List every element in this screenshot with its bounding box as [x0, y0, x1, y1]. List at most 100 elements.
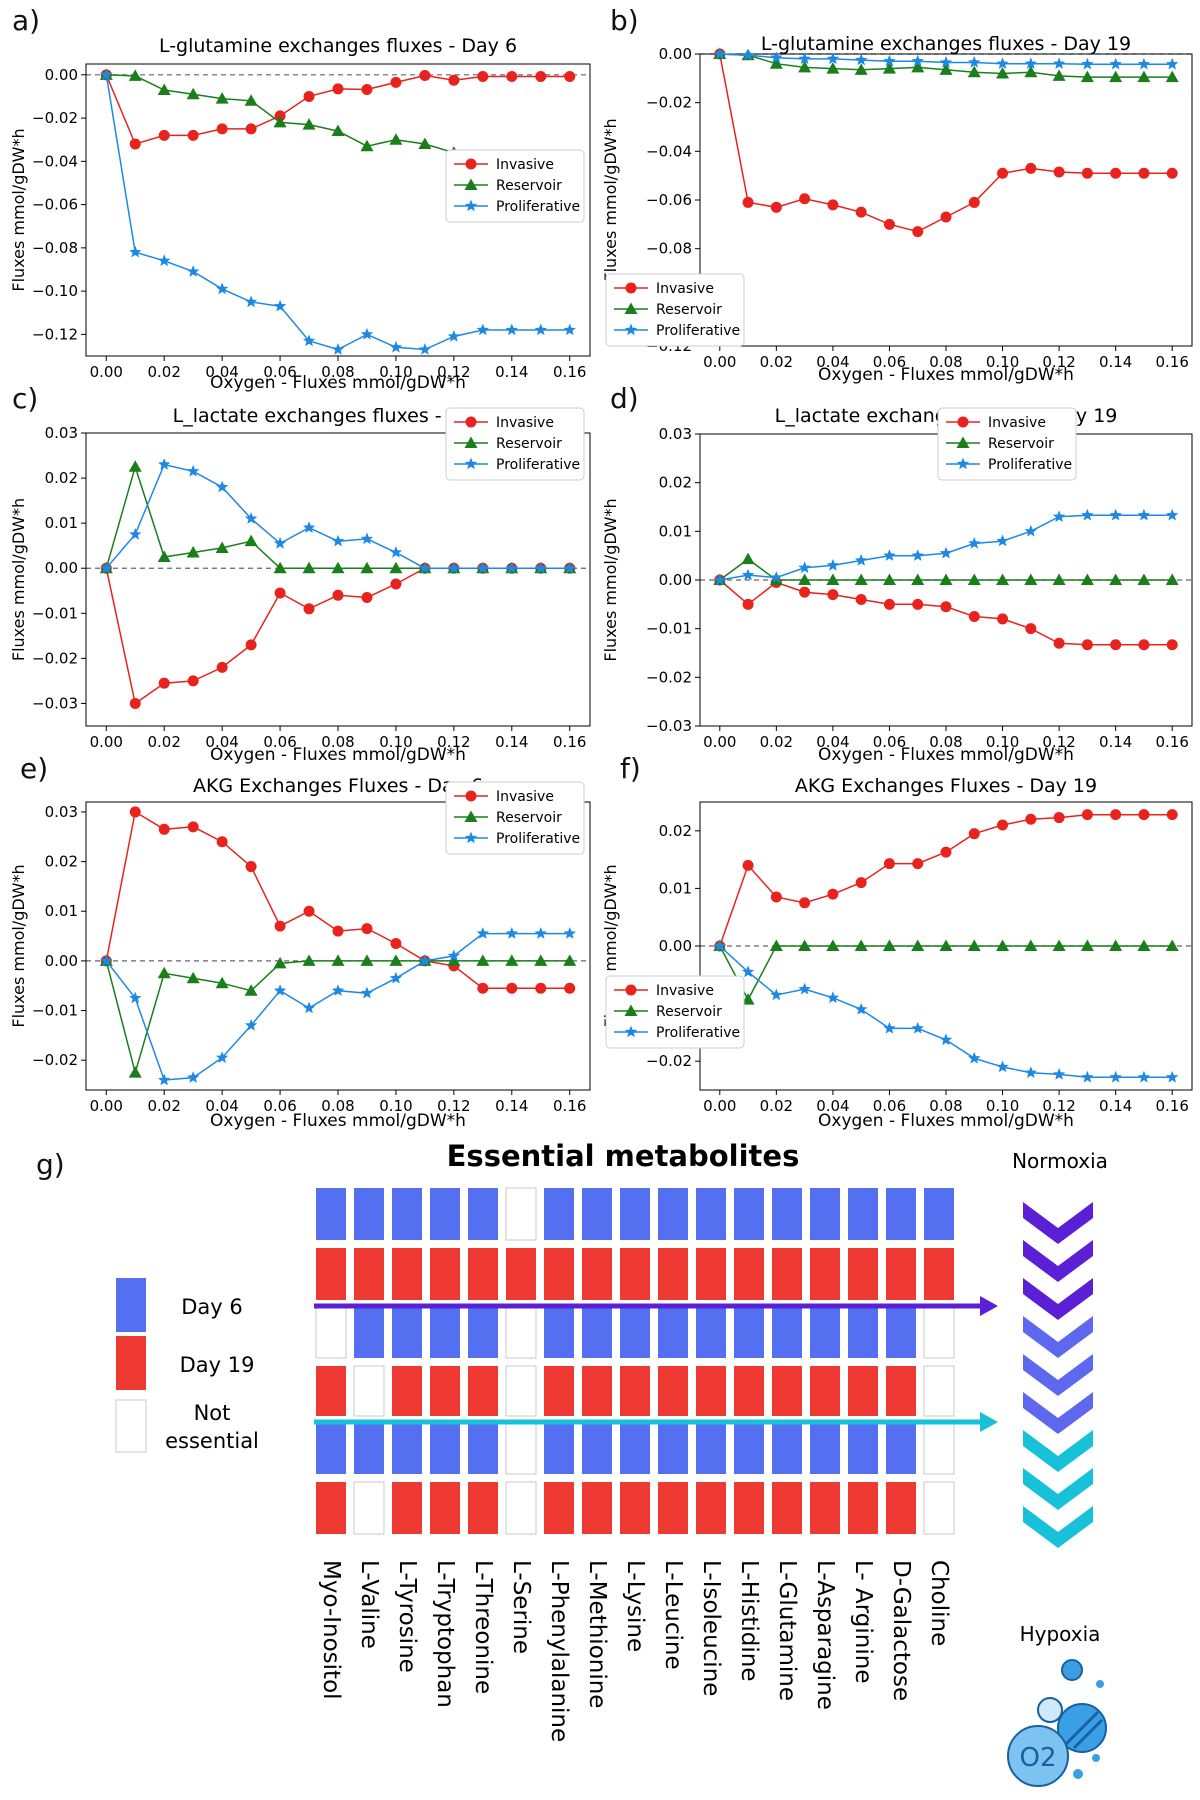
- plot-frame: [699, 53, 1193, 347]
- legend-label-not-essential: Not: [194, 1401, 231, 1425]
- chart-title: L-glutamine exchanges fluxes - Day 6: [159, 35, 517, 57]
- hypoxia-arrowhead: [980, 1412, 998, 1432]
- point-invasive: [303, 905, 315, 917]
- y-tick-label: 0.02: [45, 853, 78, 871]
- legend-box: [445, 149, 585, 223]
- heatmap-cell: [848, 1482, 878, 1534]
- heatmap-cell: [582, 1188, 612, 1240]
- heatmap-cell: [506, 1248, 536, 1300]
- heatmap-cell: [886, 1482, 916, 1534]
- y-tick-label: −0.01: [32, 1002, 78, 1020]
- series-line-invasive: [719, 813, 1173, 947]
- legend: Invasive Reservoir Proliferative: [445, 149, 585, 223]
- point-proliferative: [1137, 508, 1151, 521]
- heatmap-cell: [468, 1366, 498, 1416]
- chart-lactate-day19: L_lactate exchanges fluxes - Day 190.000…: [601, 405, 1193, 765]
- point-proliferative: [855, 1002, 868, 1015]
- heatmap-cell: [315, 1307, 347, 1359]
- point-invasive: [968, 611, 980, 622]
- heatmap-cell: [696, 1482, 726, 1534]
- point-proliferative: [273, 536, 287, 549]
- point-proliferative: [1081, 508, 1094, 521]
- legend-swatch: [116, 1278, 146, 1332]
- heatmap-cell: [886, 1248, 916, 1300]
- point-reservoir: [563, 954, 577, 966]
- point-reservoir: [1080, 70, 1094, 83]
- series-proliferative: [713, 508, 1179, 586]
- point-reservoir: [331, 954, 345, 966]
- point-reservoir: [505, 954, 519, 966]
- heatmap-cell: [810, 1308, 840, 1358]
- point-proliferative: [911, 549, 924, 561]
- metabolite-label: L-Threonine: [470, 1560, 496, 1694]
- chevron-icon: [1023, 1240, 1093, 1282]
- y-tick-label: 0.00: [45, 559, 78, 577]
- point-proliferative: [418, 954, 432, 967]
- point-reservoir: [1052, 69, 1066, 81]
- heatmap-cell: [886, 1188, 916, 1240]
- legend-swatch: [115, 1399, 147, 1453]
- point-proliferative: [1024, 524, 1037, 537]
- panel-letter-e: e): [20, 752, 49, 785]
- legend-label-proliferative: Proliferative: [496, 199, 580, 215]
- series-line-invasive: [719, 579, 1173, 646]
- point-proliferative: [1052, 1067, 1066, 1080]
- point-invasive: [477, 982, 489, 994]
- heatmap-cell: [734, 1308, 764, 1358]
- point-invasive: [216, 836, 228, 848]
- chevron-icon: [1023, 1202, 1093, 1244]
- x-tick-label: 0.12: [437, 363, 470, 381]
- point-reservoir: [476, 954, 490, 966]
- bubble-icon: [1096, 1680, 1104, 1688]
- point-invasive: [827, 888, 839, 900]
- x-tick-label: 0.16: [1156, 733, 1189, 751]
- point-reservoir: [967, 65, 981, 78]
- metabolite-label: L-Phenylalanine: [546, 1560, 572, 1742]
- x-tick-label: 0.10: [379, 363, 412, 381]
- point-reservoir: [302, 561, 316, 574]
- x-tick-label: 0.04: [205, 733, 238, 751]
- x-tick-label: 0.12: [437, 733, 470, 751]
- point-reservoir: [996, 573, 1010, 585]
- point-invasive: [883, 218, 895, 230]
- point-reservoir: [215, 541, 229, 553]
- heatmap-cell: [848, 1424, 878, 1474]
- x-tick-label: 0.02: [760, 733, 793, 751]
- legend-marker-proliferative: [464, 199, 478, 212]
- bubble-icon: [1073, 1769, 1083, 1779]
- legend-marker-invasive: [465, 416, 477, 428]
- heatmap-title: Essential metabolites: [447, 1139, 800, 1173]
- heatmap-cell: [696, 1248, 726, 1300]
- point-invasive: [1053, 166, 1065, 178]
- point-reservoir: [769, 57, 783, 69]
- point-invasive: [968, 196, 980, 208]
- point-proliferative: [273, 984, 287, 996]
- legend-label-reservoir: Reservoir: [496, 178, 562, 194]
- x-tick-label: 0.00: [90, 1097, 123, 1115]
- point-invasive: [448, 74, 460, 86]
- point-reservoir: [244, 534, 258, 547]
- heatmap-cell: [772, 1248, 802, 1300]
- legend-marker-proliferative: [464, 831, 478, 844]
- point-reservoir: [911, 939, 925, 951]
- legend-box: [605, 273, 745, 347]
- series-proliferative: [100, 927, 576, 1086]
- point-reservoir: [798, 939, 812, 951]
- heatmap-cell: [544, 1482, 574, 1534]
- point-proliferative: [855, 53, 868, 66]
- point-invasive: [827, 589, 839, 601]
- point-proliferative: [713, 939, 726, 952]
- point-proliferative: [1166, 508, 1179, 521]
- heatmap-cell: [316, 1424, 346, 1474]
- point-proliferative: [911, 1021, 924, 1034]
- heatmap-cell: [696, 1308, 726, 1358]
- point-proliferative: [996, 57, 1009, 69]
- heatmap-cell: [658, 1482, 688, 1534]
- x-tick-label: 0.02: [760, 353, 793, 371]
- x-tick-label: 0.12: [437, 1097, 470, 1115]
- point-proliferative: [302, 521, 316, 533]
- y-tick-label: −0.08: [646, 240, 692, 258]
- point-invasive: [332, 925, 344, 937]
- heatmap-cell: [696, 1424, 726, 1474]
- y-tick-label: 0.00: [659, 571, 692, 589]
